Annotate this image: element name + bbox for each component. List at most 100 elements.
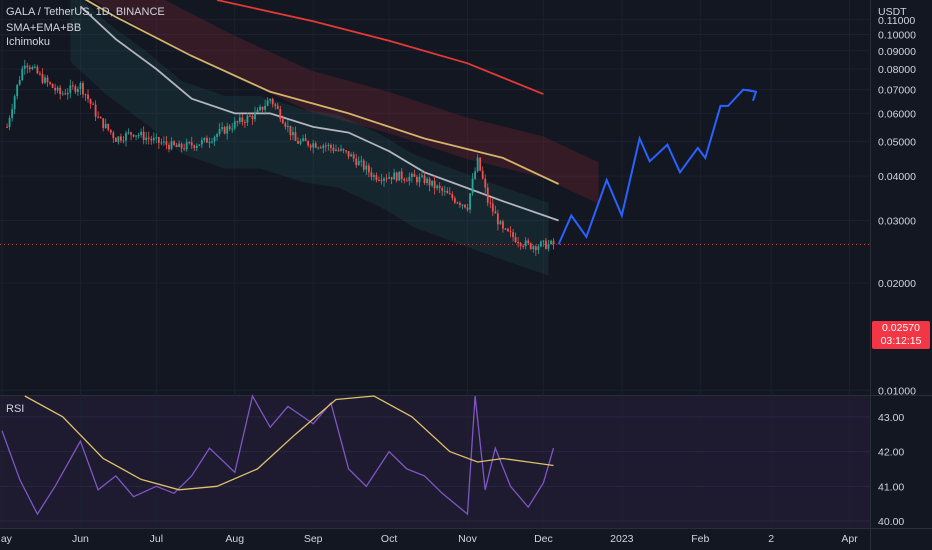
candle-body <box>347 151 350 157</box>
cloud-bullish <box>70 0 549 276</box>
candle-body <box>21 68 24 80</box>
y-tick-label: 0.01000 <box>878 385 916 397</box>
candle-body <box>524 240 527 247</box>
candle-body <box>206 137 208 143</box>
y-tick-label: 0.04000 <box>878 171 916 183</box>
indicator-sma-ema-bb[interactable]: SMA+EMA+BB <box>6 22 82 34</box>
candle-body <box>264 105 267 110</box>
candle-body <box>537 246 540 250</box>
candle-body <box>292 132 294 136</box>
candle-body <box>418 176 421 183</box>
candle-body <box>8 118 11 127</box>
candle-body <box>436 185 439 189</box>
candle-body <box>71 85 74 87</box>
candle-body <box>145 137 148 141</box>
candle-body <box>405 180 408 182</box>
candle-body <box>23 65 26 69</box>
candle-body <box>542 240 545 242</box>
candle-body <box>160 142 163 144</box>
candle-body <box>322 145 325 149</box>
rsi-line <box>1 394 555 516</box>
candle-body <box>476 157 479 172</box>
rsi-average-line <box>24 395 554 491</box>
candle-body <box>294 132 297 141</box>
candle-body <box>388 177 390 179</box>
candle-body <box>380 179 383 181</box>
candle-body <box>198 144 201 146</box>
candle-body <box>426 178 428 184</box>
candle-body <box>102 118 105 129</box>
candle-body <box>223 127 226 134</box>
candle-body <box>274 104 277 106</box>
candle-body <box>378 179 380 181</box>
candle-body <box>33 66 36 68</box>
y-tick-label: 0.07000 <box>878 85 916 97</box>
candle-body <box>327 145 330 147</box>
candle-body <box>453 198 456 203</box>
candle-body <box>203 137 206 140</box>
candle-body <box>137 135 140 137</box>
candle-body <box>469 193 471 210</box>
candle-body <box>216 134 218 137</box>
candle-body <box>173 141 175 145</box>
candle-body <box>64 93 67 95</box>
y-tick-label: 0.06000 <box>878 108 916 120</box>
candle-body <box>289 125 292 136</box>
candle-body <box>534 246 537 250</box>
candle-body <box>552 240 555 245</box>
time-axis-ticks: May Jun Jul Aug Sep Oct Nov Dec 2023 Feb 2 Apr <box>0 533 858 545</box>
candles <box>6 59 555 256</box>
candle-body <box>193 145 196 148</box>
candle-body <box>385 178 388 180</box>
y-tick-label: 0.09000 <box>878 46 916 58</box>
candle-body <box>188 142 191 144</box>
candle-body <box>481 170 484 179</box>
candle-body <box>92 103 94 105</box>
x-tick-label: Feb <box>691 533 709 545</box>
candle-body <box>54 87 57 91</box>
candle-body <box>142 131 145 141</box>
candle-body <box>218 129 221 135</box>
candle-body <box>423 175 426 184</box>
moving-average-mid-line <box>84 0 559 185</box>
candle-body <box>486 187 489 203</box>
candle-body <box>49 82 51 84</box>
candle-body <box>297 140 299 144</box>
candle-body <box>165 141 168 145</box>
candle-body <box>335 149 337 151</box>
symbol-title[interactable]: GALA / TetherUS, 1D, BINANCE <box>6 6 165 18</box>
candle-body <box>94 104 97 117</box>
candle-body <box>302 138 304 141</box>
indicator-ichimoku[interactable]: Ichimoku <box>6 36 51 48</box>
candle-body <box>97 116 100 118</box>
indicator-rsi[interactable]: RSI <box>6 403 25 415</box>
y-tick-label: 0.11000 <box>878 15 915 27</box>
candle-body <box>499 221 502 225</box>
candle-body <box>504 228 507 230</box>
candle-body <box>269 99 272 101</box>
x-tick-label: 2 <box>768 533 774 545</box>
candle-body <box>243 121 246 123</box>
candle-body <box>31 67 34 70</box>
ichimoku-cloud <box>70 0 599 276</box>
candle-body <box>241 117 244 122</box>
candle-body <box>507 228 509 232</box>
candle-body <box>461 204 464 206</box>
x-tick-label: Jul <box>150 533 163 545</box>
candle-body <box>200 139 203 145</box>
candle-countdown: 03:12:15 <box>880 335 922 347</box>
candle-body <box>474 171 477 179</box>
current-price-tag: 0.02570 03:12:15 <box>872 321 930 349</box>
candle-body <box>87 94 89 100</box>
candle-body <box>398 171 401 181</box>
candle-body <box>175 144 178 147</box>
candle-body <box>16 84 19 97</box>
candle-body <box>522 245 525 247</box>
candle-body <box>393 172 396 180</box>
candle-body <box>59 87 62 95</box>
candle-body <box>259 106 261 111</box>
candle-body <box>178 143 180 147</box>
candle-body <box>238 117 241 123</box>
candle-body <box>410 173 413 178</box>
